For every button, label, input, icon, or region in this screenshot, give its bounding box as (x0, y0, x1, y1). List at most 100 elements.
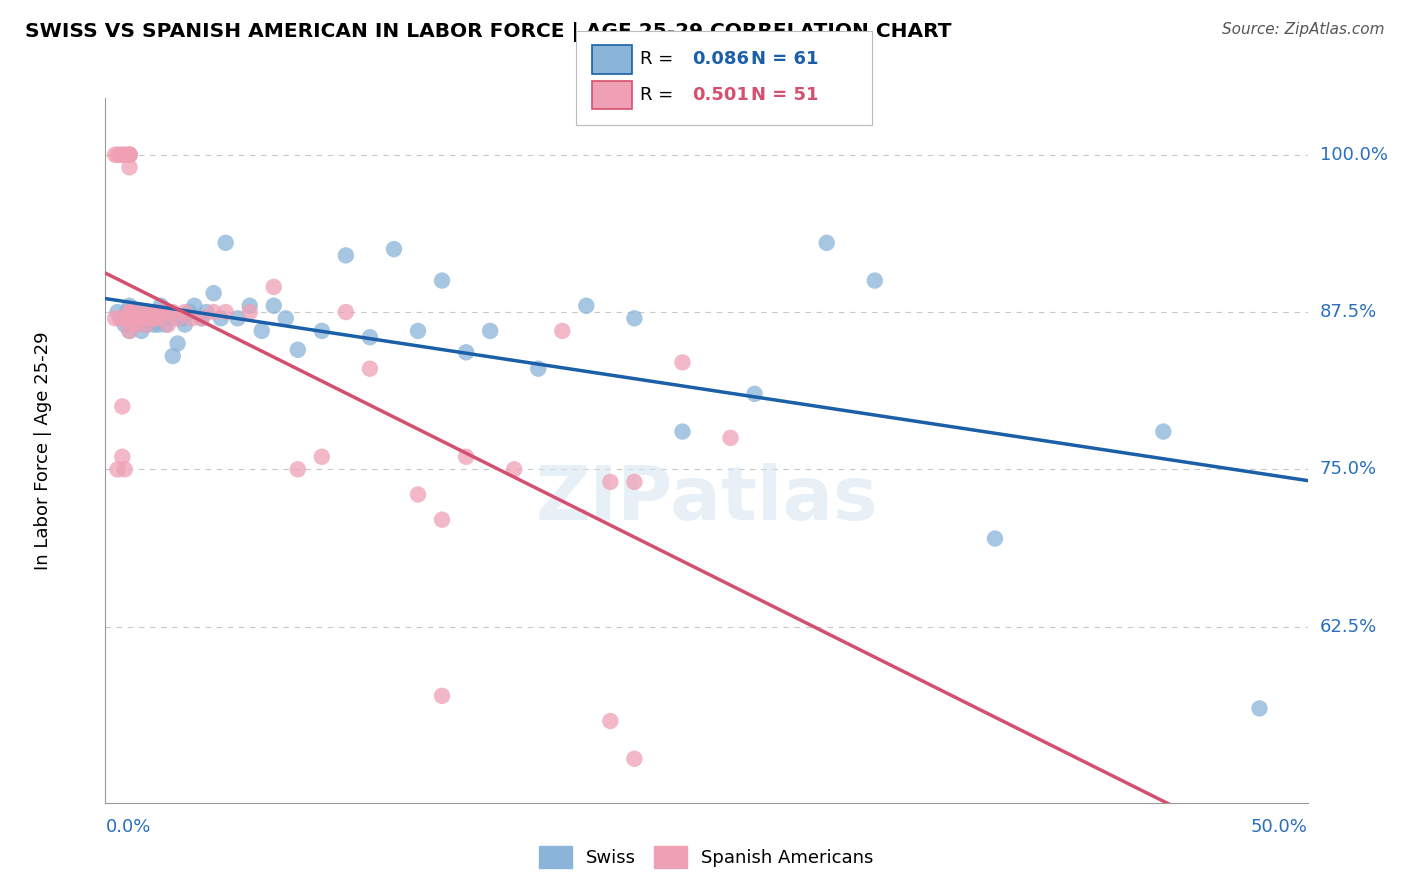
Point (118, 305, 141, 319)
Point (406, 487, 429, 501)
Point (172, 311, 194, 326)
Point (125, 318, 148, 332)
Text: Source: ZipAtlas.com: Source: ZipAtlas.com (1222, 22, 1385, 37)
Point (551, 324, 574, 338)
Point (118, 324, 141, 338)
Point (430, 513, 453, 527)
Point (131, 324, 153, 338)
Point (454, 450, 477, 464)
Point (503, 462, 526, 476)
Point (114, 462, 136, 476)
Text: 0.501: 0.501 (692, 87, 748, 104)
Text: N = 61: N = 61 (751, 51, 818, 69)
Point (114, 318, 136, 332)
FancyBboxPatch shape (592, 45, 633, 73)
Point (382, 242, 405, 256)
Point (183, 299, 205, 313)
Point (190, 311, 212, 326)
Point (148, 311, 170, 326)
Point (139, 311, 162, 326)
Point (118, 324, 141, 338)
Point (111, 147, 134, 161)
Point (984, 532, 1007, 546)
Point (623, 752, 645, 766)
Point (138, 305, 160, 319)
Point (623, 311, 645, 326)
Point (623, 475, 645, 489)
Point (124, 311, 146, 326)
Point (311, 324, 333, 338)
Point (162, 349, 184, 363)
Point (311, 450, 333, 464)
Point (104, 147, 127, 161)
Point (111, 311, 134, 326)
Point (118, 161, 141, 175)
Point (202, 305, 225, 319)
Point (599, 475, 621, 489)
Point (128, 305, 150, 319)
Text: 0.086: 0.086 (692, 51, 749, 69)
Text: 75.0%: 75.0% (1320, 460, 1376, 478)
Point (263, 299, 285, 313)
Text: 50.0%: 50.0% (1251, 818, 1308, 836)
Point (131, 311, 153, 326)
Point (239, 299, 262, 313)
Point (406, 324, 429, 338)
Text: 87.5%: 87.5% (1320, 303, 1376, 321)
Point (166, 336, 188, 351)
Point (155, 318, 177, 332)
Point (107, 305, 129, 319)
Point (179, 305, 201, 319)
Point (815, 235, 838, 250)
Point (138, 305, 160, 319)
Point (209, 311, 232, 326)
Point (132, 311, 155, 326)
Text: SWISS VS SPANISH AMERICAN IN LABOR FORCE | AGE 25-29 CORRELATION CHART: SWISS VS SPANISH AMERICAN IN LABOR FORCE… (25, 22, 952, 42)
Point (111, 400, 134, 414)
Point (527, 361, 550, 376)
Point (107, 147, 129, 161)
Point (114, 147, 136, 161)
Point (226, 311, 249, 326)
Point (181, 311, 204, 326)
Point (250, 324, 273, 338)
Point (142, 318, 165, 332)
Point (118, 147, 141, 161)
Point (118, 299, 141, 313)
Text: 100.0%: 100.0% (1320, 145, 1388, 164)
Point (214, 305, 236, 319)
Point (202, 286, 225, 301)
Point (430, 274, 453, 288)
Point (274, 311, 297, 326)
Point (863, 274, 886, 288)
Point (152, 311, 174, 326)
Point (145, 305, 167, 319)
Point (118, 147, 141, 161)
Point (108, 147, 131, 161)
Point (118, 318, 141, 332)
Point (142, 305, 165, 319)
Text: In Labor Force | Age 25-29: In Labor Force | Age 25-29 (34, 331, 52, 570)
Point (131, 305, 153, 319)
Point (156, 305, 179, 319)
Point (744, 387, 766, 401)
Point (118, 311, 141, 326)
Point (720, 431, 742, 445)
Point (118, 311, 141, 326)
Point (135, 318, 157, 332)
Point (479, 324, 502, 338)
Point (195, 305, 218, 319)
Point (118, 147, 141, 161)
Point (135, 318, 157, 332)
Point (155, 305, 177, 319)
Point (173, 318, 195, 332)
Point (454, 345, 477, 359)
Point (156, 318, 179, 332)
Point (1152, 425, 1174, 439)
Point (359, 361, 381, 376)
Point (359, 330, 381, 344)
Point (149, 305, 172, 319)
Point (148, 318, 170, 332)
Point (239, 305, 262, 319)
Point (287, 462, 309, 476)
